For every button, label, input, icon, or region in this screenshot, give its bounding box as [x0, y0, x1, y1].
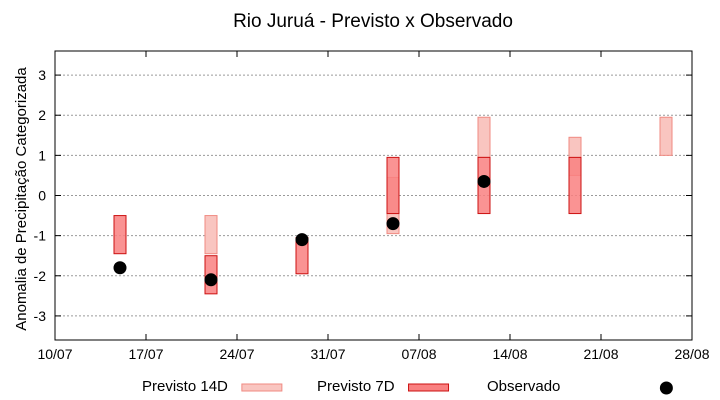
legend: Previsto 14D Previsto 7D Observado [142, 378, 673, 395]
y-tick-label: 1 [38, 147, 46, 163]
point-observado [204, 273, 218, 287]
x-tick-label: 28/08 [674, 346, 709, 362]
bar-previsto-7d [568, 156, 582, 215]
grid [55, 74, 692, 317]
x-tick-label: 14/08 [492, 346, 527, 362]
y-tick-label: 2 [38, 107, 46, 123]
legend-label: Previsto 7D [317, 378, 395, 395]
axis-ticks: 3 2 1 0 -1 -2 -3 10/07 17/07 24/07 31/07 07/08 14/08… [34, 51, 710, 362]
bar-previsto-14d [659, 116, 673, 156]
point-observado [386, 217, 400, 231]
x-tick-label: 24/07 [219, 346, 254, 362]
y-axis-label: Anomalia de Precipitação Categorizada [13, 67, 30, 331]
legend-key-previsto-14d [241, 383, 283, 392]
y-tick-label: -1 [34, 228, 47, 244]
y-tick-label: 3 [38, 67, 46, 83]
y-tick-label: 0 [38, 188, 46, 204]
x-tick-label: 07/08 [401, 346, 436, 362]
series-previsto-14d [204, 116, 673, 255]
x-tick-label: 21/08 [583, 346, 618, 362]
bar-previsto-7d [113, 215, 127, 255]
x-tick-label: 10/07 [37, 346, 72, 362]
legend-key-observado [659, 381, 673, 395]
legend-label: Observado [487, 378, 560, 395]
point-observado [477, 174, 491, 188]
legend-key-previsto-7d [408, 383, 450, 392]
x-tick-label: 31/07 [310, 346, 345, 362]
series-observado [113, 174, 491, 287]
bar-previsto-14d [477, 116, 491, 158]
legend-label: Previsto 14D [142, 378, 228, 395]
series-previsto-7d [113, 156, 582, 295]
point-observado [295, 233, 309, 247]
point-observado [113, 261, 127, 275]
y-tick-label: -2 [34, 268, 47, 284]
chart-title: Rio Juruá - Previsto x Observado [233, 11, 513, 32]
y-tick-label: -3 [34, 308, 47, 324]
x-tick-label: 17/07 [128, 346, 163, 362]
bar-previsto-7d [386, 156, 400, 215]
bar-previsto-14d [204, 215, 218, 255]
